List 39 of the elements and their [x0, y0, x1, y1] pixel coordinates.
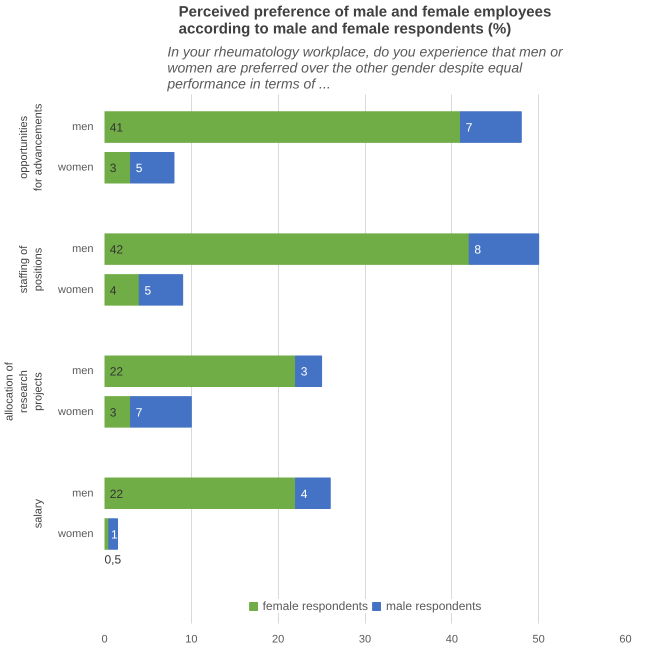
x-tick-label: 50	[532, 634, 545, 646]
data-label: 7	[136, 405, 143, 420]
data-label: 41	[110, 120, 124, 135]
data-label: 4	[110, 283, 117, 298]
y-tick-label: men	[72, 487, 94, 500]
text: opportunities for advancements	[18, 103, 44, 192]
data-label: 5	[144, 283, 152, 298]
x-tick-label: 60	[619, 634, 632, 646]
legend-label: female respondents	[262, 599, 368, 613]
x-tick-label: 10	[185, 634, 198, 646]
y-tick-label: women	[57, 162, 94, 174]
data-label: 8	[474, 242, 482, 257]
data-label: 0,5	[104, 552, 122, 567]
y-tick-label: women	[57, 284, 94, 296]
data-label: 4	[300, 486, 308, 501]
data-label: 5	[136, 161, 143, 176]
data-label: 22	[110, 364, 124, 379]
data-label: 22	[110, 486, 124, 501]
chart-title: Perceived preference of male and female employees according to male and female respondents (%)	[178, 4, 552, 38]
y-tick-label: men	[72, 365, 94, 378]
x-tick-label: 40	[446, 634, 458, 646]
text: allocation of research projects	[4, 361, 44, 421]
legend-label: male respondents	[386, 599, 482, 613]
y-tick-label: women	[57, 528, 94, 540]
data-label: 1	[111, 527, 118, 542]
text: salary	[32, 498, 44, 528]
data-label: 7	[466, 120, 473, 135]
x-tick-label: 0	[101, 634, 108, 646]
text: staffing of positions	[18, 244, 44, 294]
y-tick-label: men	[72, 121, 94, 134]
data-label: 3	[110, 161, 117, 176]
x-tick-label: 30	[358, 634, 372, 646]
x-tick-label: 20	[272, 634, 284, 646]
data-label: 42	[110, 242, 124, 257]
data-label: 3	[300, 364, 308, 379]
chart-subtitle: In your rheumatology workplace, do you experience that men or women are preferred over the other gender despite equal performance in terms of ...	[166, 44, 564, 92]
y-tick-label: men	[72, 243, 94, 256]
data-label: 3	[110, 405, 117, 420]
y-tick-label: women	[57, 406, 94, 418]
